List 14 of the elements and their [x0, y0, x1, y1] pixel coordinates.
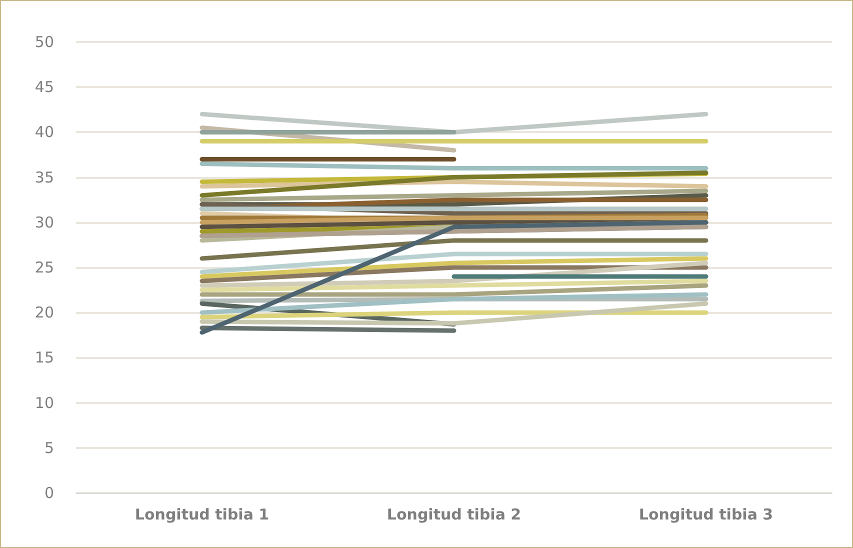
- y-tick-label: 15: [34, 348, 54, 367]
- y-tick-label: 25: [34, 258, 54, 276]
- y-tick-label: 5: [44, 438, 54, 457]
- y-tick-label: 45: [34, 78, 54, 96]
- y-tick-label: 10: [34, 394, 54, 412]
- y-tick-label: 40: [34, 123, 54, 142]
- x-tick-label: Longitud tibia 3: [638, 506, 774, 524]
- y-tick-label: 35: [34, 168, 54, 186]
- y-tick-label: 30: [34, 213, 54, 232]
- y-tick-label: 20: [34, 304, 54, 322]
- y-tick-label: 0: [44, 484, 54, 502]
- y-tick-label: 50: [34, 33, 54, 51]
- x-tick-label: Longitud tibia 2: [386, 506, 522, 524]
- x-tick-label: Longitud tibia 1: [134, 506, 270, 524]
